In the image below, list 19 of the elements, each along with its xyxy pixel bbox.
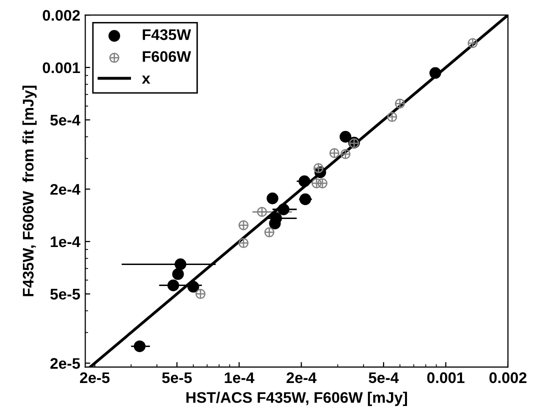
x-tick-label: 0.001 (427, 372, 464, 384)
y-axis-title: F435W, F606W from fit [mJy] (22, 86, 37, 296)
legend-label: x (142, 76, 150, 84)
x-tick-label: 5e-4 (368, 372, 399, 384)
y-tick-label: 0.001 (42, 62, 80, 74)
x-tick-label: 2e-5 (80, 372, 110, 384)
legend-label: F435W (142, 29, 192, 40)
x-tick-label: 1e-4 (224, 372, 254, 384)
x-tick-label: 5e-5 (162, 372, 192, 384)
y-tick-label: 5e-5 (50, 288, 80, 300)
x-tick-label: 2e-4 (286, 372, 317, 384)
y-tick-label: 2e-4 (50, 184, 80, 195)
y-tick-label: 5e-4 (50, 114, 80, 126)
y-tick-label: 1e-4 (50, 236, 80, 248)
x-tick-label: 0.002 (489, 372, 526, 384)
legend-label: F606W (142, 51, 192, 62)
y-tick-label: 0.002 (42, 10, 80, 21)
y-tick-label: 2e-5 (50, 358, 80, 369)
x-axis-title: HST/ACS F435W, F606W [mJy] (186, 392, 407, 406)
